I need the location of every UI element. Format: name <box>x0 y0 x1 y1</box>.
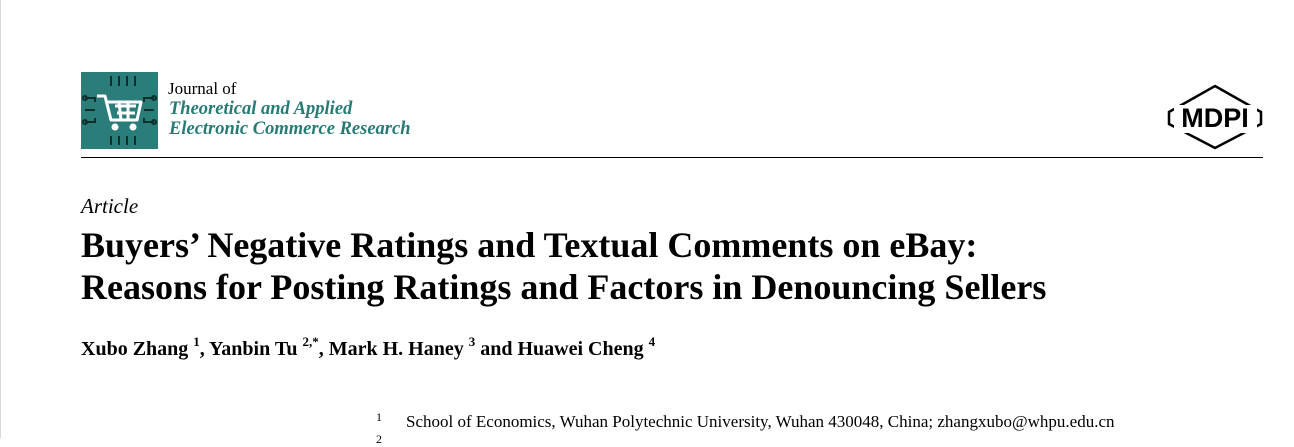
author-name: Huawei Cheng <box>517 338 644 360</box>
header-divider <box>81 157 1263 158</box>
author-name: Xubo Zhang <box>81 338 189 360</box>
affiliation-number: 1 <box>376 410 382 424</box>
author-separator: , <box>318 338 329 360</box>
shopping-cart-circuit-icon <box>82 76 157 145</box>
author-name: Mark H. Haney <box>328 338 464 360</box>
author-separator: and <box>475 338 518 360</box>
mdpi-logo-text: MDPI <box>1181 103 1249 133</box>
journal-name-line1: Theoretical and Applied <box>169 99 353 119</box>
journal-name-line2: Electronic Commerce Research <box>169 119 411 139</box>
affiliation-number: 2 <box>376 432 382 446</box>
paper-title-line2: Reasons for Posting Ratings and Factors … <box>81 267 1047 307</box>
journal-prefix: Journal of <box>168 79 237 98</box>
author-affiliation-mark: 2,* <box>302 334 319 349</box>
journal-name: Theoretical and Applied Electronic Comme… <box>169 99 411 139</box>
paper-title-line1: Buyers’ Negative Ratings and Textual Com… <box>81 225 978 265</box>
author-name: Yanbin Tu <box>209 338 298 360</box>
journal-logo <box>81 72 158 149</box>
author-affiliation-mark: 3 <box>468 334 476 349</box>
mdpi-logo: MDPI <box>1166 84 1264 155</box>
article-type: Article <box>81 194 139 218</box>
author-affiliation-mark: 4 <box>648 334 656 349</box>
author-affiliation-mark: 1 <box>193 334 200 349</box>
paper-title: Buyers’ Negative Ratings and Textual Com… <box>81 224 1271 308</box>
affiliation-text: School of Economics, Wuhan Polytechnic U… <box>406 412 1115 431</box>
author-separator: , <box>199 338 210 360</box>
author-list: Xubo Zhang 1, Yanbin Tu 2,*, Mark H. Han… <box>81 335 655 361</box>
page-left-border <box>0 0 1 438</box>
